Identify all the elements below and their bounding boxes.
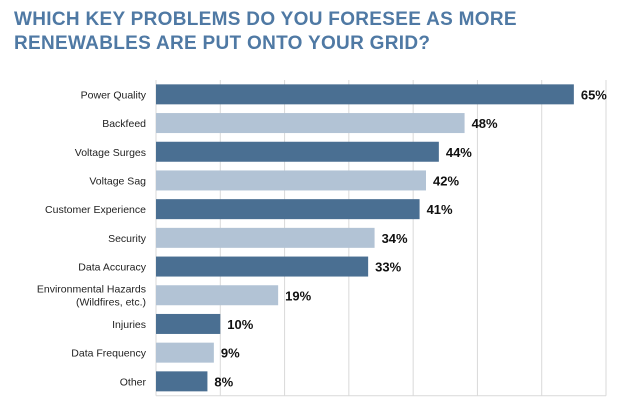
value-label: 19% (285, 288, 311, 303)
bar (156, 227, 375, 248)
bar (156, 170, 426, 191)
bar (156, 113, 465, 134)
bars (156, 84, 574, 392)
category-label: Voltage Surges (75, 147, 146, 159)
category-label: Power Quality (81, 89, 147, 101)
category-label: Data Frequency (71, 348, 146, 360)
bar (156, 256, 369, 277)
category-label: Security (108, 233, 147, 245)
value-label: 9% (221, 346, 240, 361)
value-label: 42% (433, 173, 459, 188)
category-label: Injuries (112, 319, 146, 331)
value-label: 65% (581, 87, 607, 102)
value-label: 8% (214, 374, 233, 389)
category-label: Environmental Hazards (Wildfires, etc.) (37, 283, 146, 308)
value-label: 34% (382, 231, 408, 246)
category-label: Other (120, 376, 147, 388)
bar (156, 141, 439, 162)
bar (156, 371, 208, 392)
bar (156, 313, 221, 334)
category-label: Backfeed (102, 118, 146, 130)
bar (156, 285, 279, 306)
bar (156, 84, 574, 105)
category-label: Voltage Sag (89, 175, 146, 187)
value-label: 41% (427, 202, 453, 217)
value-label: 33% (375, 260, 401, 275)
chart-title: WHICH KEY PROBLEMS DO YOU FORESEE AS MOR… (14, 9, 517, 54)
category-labels: Power Quality Backfeed Voltage Surges Volta… (37, 89, 147, 388)
value-label: 48% (472, 116, 498, 131)
category-label: Data Accuracy (78, 262, 146, 274)
category-label: Customer Experience (45, 204, 146, 216)
value-label: 10% (227, 317, 253, 332)
bar (156, 199, 420, 220)
bar (156, 342, 214, 363)
value-label: 44% (446, 145, 472, 160)
value-labels: 65% 48%44% 42% 41% 34% 33% 19% 10% 9% 8% (214, 87, 607, 389)
